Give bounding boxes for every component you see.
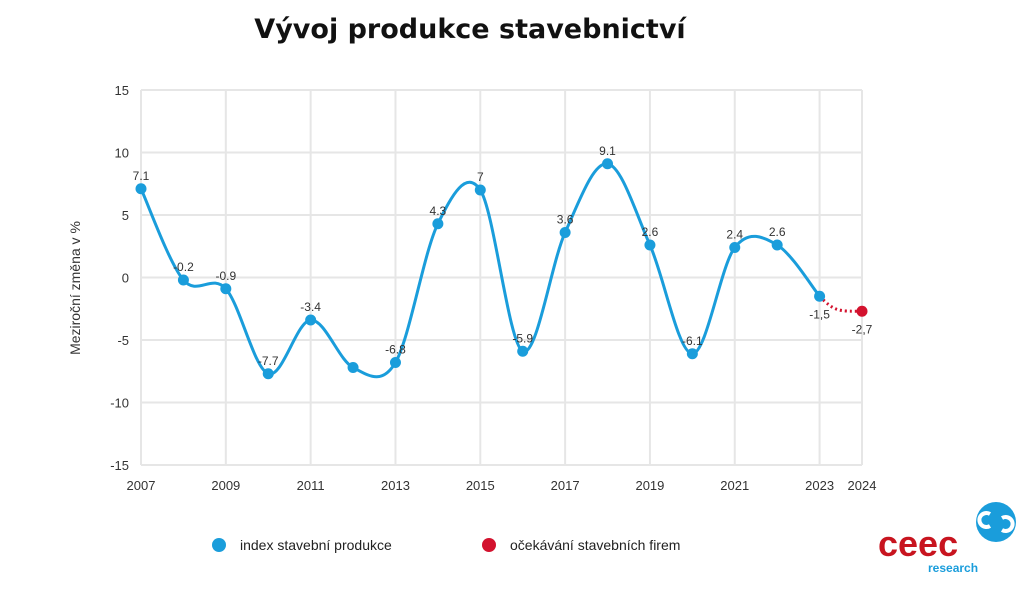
x-tick-label: 2013: [381, 478, 410, 493]
data-label: 2.4: [726, 228, 743, 242]
data-point: [559, 227, 571, 238]
x-tick-label: 2011: [297, 478, 325, 493]
data-label: 7.1: [133, 169, 150, 183]
legend-label: index stavební produkce: [240, 537, 392, 553]
data-point: [347, 362, 359, 373]
data-label: -7.7: [258, 354, 279, 368]
data-point: [517, 345, 529, 357]
y-tick-label: 10: [115, 146, 129, 161]
legend-marker-blue: [212, 538, 226, 552]
data-label: -1,5: [809, 307, 830, 321]
y-tick-label: 0: [122, 271, 129, 286]
legend-item-expectation: očekávání stavebních firem: [482, 537, 680, 553]
data-label: -3.4: [300, 300, 321, 314]
data-label: -6.8: [385, 343, 406, 357]
data-label: 7: [477, 170, 484, 184]
data-label: 4.3: [430, 204, 447, 218]
data-label: -0.2: [173, 260, 194, 274]
x-tick-label: 2009: [211, 478, 240, 493]
data-label: 3.6: [557, 213, 574, 227]
data-point: [771, 239, 783, 251]
svg-text:research: research: [928, 561, 978, 575]
data-point: [686, 348, 698, 360]
y-tick-label: 5: [122, 208, 129, 223]
legend-item-index: index stavební produkce: [212, 537, 392, 553]
data-label: 2.6: [769, 225, 786, 239]
data-label: -6.1: [682, 334, 703, 348]
x-tick-label: 2017: [551, 478, 580, 493]
series-line-expectation: [818, 295, 863, 313]
data-point: [220, 283, 232, 295]
x-tick-label: 2015: [466, 478, 495, 493]
x-tick-label: 2019: [635, 478, 664, 493]
y-tick-label: -15: [110, 458, 129, 473]
x-tick-label: 2007: [127, 478, 156, 493]
data-point: [856, 305, 868, 317]
legend-label: očekávání stavebních firem: [510, 537, 681, 553]
x-tick-label: 2024: [848, 478, 877, 493]
data-point: [432, 218, 444, 230]
data-point: [644, 239, 656, 251]
ceec-research-logo: ceec research: [878, 502, 1016, 575]
data-label: -5.9: [512, 331, 533, 345]
y-tick-label: -10: [110, 396, 129, 411]
data-label: -0.9: [215, 269, 236, 283]
y-tick-label: 15: [115, 83, 129, 98]
data-point: [729, 242, 741, 253]
data-point: [814, 290, 826, 302]
data-point: [602, 158, 614, 170]
data-point: [177, 274, 189, 286]
data-label: -2,7: [852, 322, 873, 336]
data-label: 2.6: [642, 225, 659, 239]
y-tick-label: -5: [117, 333, 129, 348]
chart-title: Vývoj produkce stavebnictví: [254, 14, 686, 45]
data-label: 9.1: [599, 144, 616, 158]
data-point: [305, 314, 317, 326]
data-point: [389, 357, 401, 368]
data-point: [135, 183, 147, 195]
x-tick-label: 2021: [720, 478, 749, 493]
data-point: [262, 368, 274, 380]
legend-marker-red: [482, 538, 496, 552]
x-tick-label: 2023: [805, 478, 834, 493]
data-point: [474, 184, 486, 196]
svg-text:ceec: ceec: [878, 523, 958, 564]
